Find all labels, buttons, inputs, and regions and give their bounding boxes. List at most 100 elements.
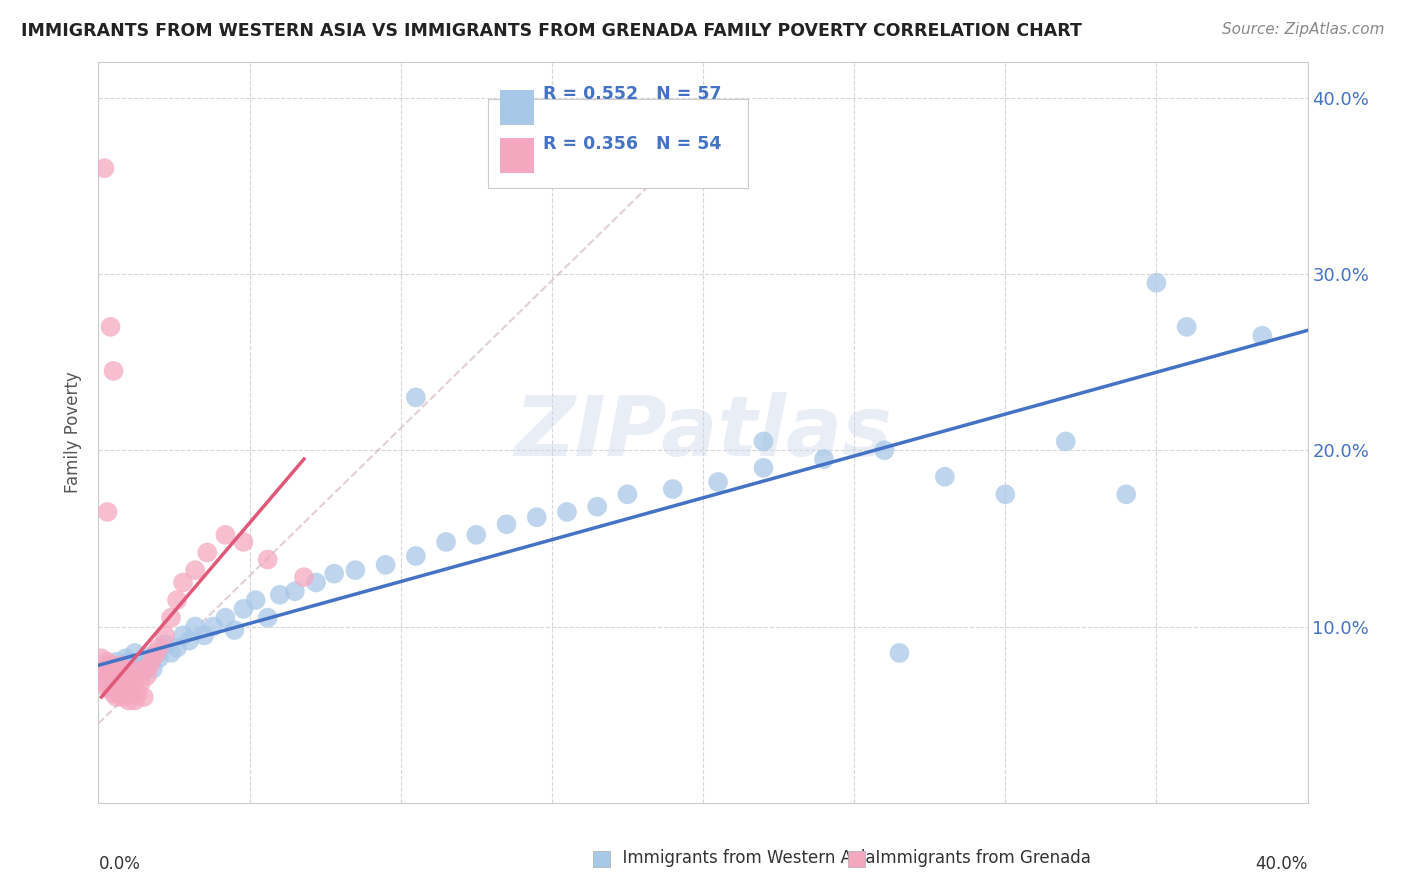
Point [172, 575, 194, 590]
Point [586, 500, 609, 514]
Point [96, 505, 118, 519]
Point [148, 651, 170, 665]
Text: 40.0%: 40.0% [1256, 855, 1308, 872]
Text: Immigrants from Western Asia: Immigrants from Western Asia [612, 849, 875, 867]
Point [526, 510, 548, 524]
Point [232, 602, 254, 616]
Point [103, 664, 125, 678]
Text: IMMIGRANTS FROM WESTERN ASIA VS IMMIGRANTS FROM GRENADA FAMILY POVERTY CORRELATI: IMMIGRANTS FROM WESTERN ASIA VS IMMIGRAN… [21, 22, 1083, 40]
Point [93, 676, 115, 690]
Point [114, 686, 136, 700]
Point [96, 681, 118, 696]
Point [142, 662, 165, 676]
Point [256, 552, 278, 566]
Point [139, 649, 162, 664]
Point [873, 443, 896, 458]
Point [124, 676, 146, 690]
FancyBboxPatch shape [488, 99, 748, 188]
Point [142, 651, 165, 665]
Point [93, 664, 115, 678]
Point [90, 669, 112, 683]
Point [195, 545, 218, 559]
Point [172, 628, 194, 642]
Text: Source: ZipAtlas.com: Source: ZipAtlas.com [1222, 22, 1385, 37]
Point [121, 669, 143, 683]
Text: Immigrants from Grenada: Immigrants from Grenada [865, 849, 1091, 867]
Point [1144, 276, 1167, 290]
Point [127, 664, 149, 678]
Point [305, 575, 328, 590]
Text: ZIPatlas: ZIPatlas [515, 392, 891, 473]
Point [752, 434, 775, 449]
Point [96, 673, 118, 687]
Point [118, 693, 141, 707]
Point [813, 452, 835, 467]
Point [323, 566, 346, 581]
Point [111, 676, 134, 690]
Point [114, 669, 136, 683]
Point [96, 655, 118, 669]
Point [108, 658, 131, 673]
Point [100, 681, 122, 696]
Point [344, 563, 367, 577]
Point [434, 535, 457, 549]
Point [374, 558, 396, 572]
Point [465, 528, 488, 542]
Point [135, 658, 157, 673]
Point [292, 570, 315, 584]
Point [214, 528, 236, 542]
Point [132, 690, 155, 704]
Point [1175, 319, 1198, 334]
Point [184, 563, 207, 577]
Point [145, 646, 167, 660]
Point [616, 487, 638, 501]
Point [214, 610, 236, 624]
Point [105, 690, 128, 704]
Point [105, 669, 128, 683]
Point [108, 664, 131, 678]
Point [105, 681, 128, 696]
Point [166, 640, 188, 655]
Point [166, 593, 188, 607]
Point [1251, 328, 1274, 343]
Point [100, 669, 122, 683]
Point [103, 686, 125, 700]
FancyBboxPatch shape [501, 138, 534, 173]
Text: 0.0%: 0.0% [98, 855, 141, 872]
Point [184, 619, 207, 633]
Point [139, 658, 162, 673]
Point [148, 640, 170, 655]
Point [93, 161, 115, 176]
Point [135, 669, 157, 683]
Point [124, 693, 146, 707]
Text: R = 0.356   N = 54: R = 0.356 N = 54 [543, 135, 721, 153]
Point [256, 610, 278, 624]
Point [105, 655, 128, 669]
Point [111, 664, 134, 678]
Point [555, 505, 578, 519]
Point [121, 669, 143, 683]
Point [1115, 487, 1137, 501]
Point [160, 610, 183, 624]
Point [232, 535, 254, 549]
Point [90, 651, 112, 665]
Point [100, 319, 122, 334]
Point [96, 673, 118, 687]
Point [752, 461, 775, 475]
Point [100, 658, 122, 673]
Point [114, 651, 136, 665]
Point [121, 686, 143, 700]
Point [269, 588, 291, 602]
Point [934, 469, 956, 483]
Point [103, 364, 125, 378]
Point [224, 623, 246, 637]
Point [994, 487, 1017, 501]
Point [153, 628, 176, 642]
Point [108, 686, 131, 700]
Point [245, 593, 267, 607]
Point [193, 628, 215, 642]
Point [661, 482, 683, 496]
Point [160, 646, 183, 660]
FancyBboxPatch shape [501, 90, 534, 126]
Point [111, 658, 134, 673]
